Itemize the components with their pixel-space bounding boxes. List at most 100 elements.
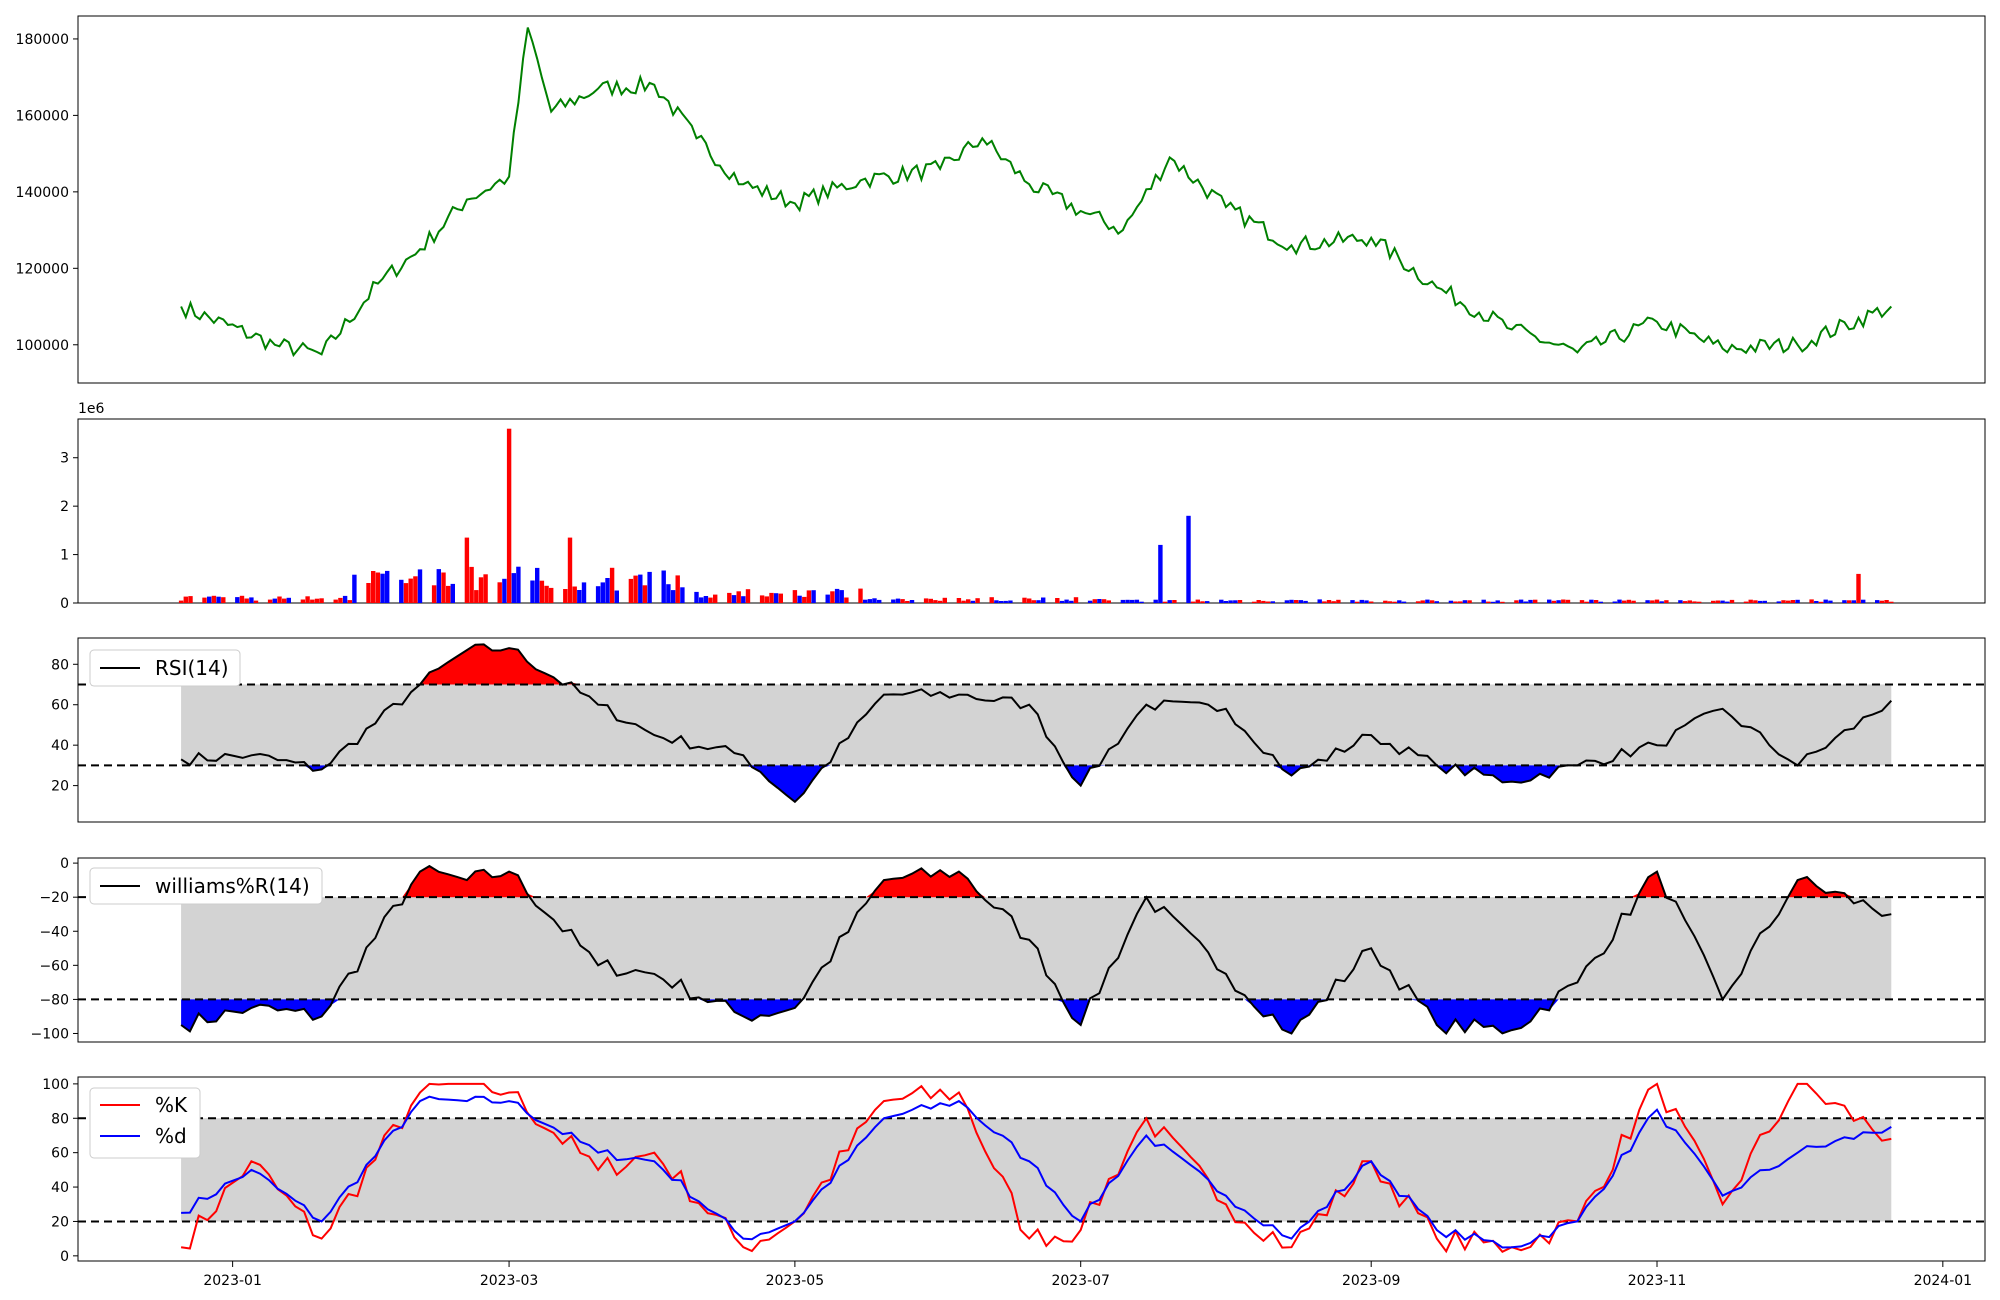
volume-bar — [745, 589, 751, 603]
rsi-panel: 20 40 60 80 RSI(14) — [51, 637, 1986, 823]
volume-bar — [1022, 597, 1027, 603]
stochastic-legend-label: %K — [155, 1093, 188, 1117]
volume-bar — [703, 596, 709, 603]
volume-bar — [567, 537, 573, 603]
volume-bar — [741, 596, 746, 603]
volume-bar — [1528, 599, 1533, 603]
volume-bar — [1514, 600, 1519, 603]
volume-bar — [497, 582, 502, 603]
volume-bar — [544, 585, 549, 603]
volume-bar — [764, 596, 769, 603]
volume-bar — [1650, 600, 1655, 603]
rsi-oversold-fill — [181, 765, 1892, 802]
volume-bar — [178, 600, 184, 603]
volume-bar — [956, 598, 962, 603]
volume-bar — [1856, 573, 1861, 603]
volume-bar — [1776, 601, 1781, 603]
stochastic-frame — [77, 1076, 1986, 1262]
volume-bar — [1036, 600, 1041, 603]
volume-bar — [1851, 600, 1856, 603]
rsi-ytick-label: 80 — [51, 657, 69, 673]
volume-bar — [535, 567, 540, 603]
williams-ytick-label: −20 — [39, 890, 69, 906]
volume-bar — [446, 585, 451, 603]
volume-bar — [1711, 600, 1716, 603]
volume-bar — [399, 579, 404, 603]
volume-bar — [1172, 600, 1177, 603]
volume-bar — [1008, 600, 1013, 603]
volume-bar — [769, 592, 774, 603]
rsi-band — [181, 684, 1892, 766]
stochastic-legend-label: %d — [155, 1124, 187, 1148]
volume-bar — [1490, 601, 1496, 603]
volume-bar — [347, 600, 352, 603]
volume-bar — [338, 597, 343, 603]
volume-bar — [773, 593, 779, 603]
volume-bar — [909, 600, 915, 603]
volume-bar — [221, 597, 226, 603]
volume-bar — [863, 599, 868, 603]
volume-bar — [1725, 601, 1730, 603]
stochastic-ytick-label: 0 — [60, 1249, 69, 1265]
rsi-legend-label: RSI(14) — [155, 656, 229, 680]
volume-bar — [970, 600, 976, 603]
volume-bar — [1106, 600, 1111, 603]
volume-bar — [1331, 601, 1336, 603]
volume-bar — [1523, 601, 1528, 603]
rsi-ytick-label: 20 — [51, 779, 69, 795]
volume-bar — [923, 598, 929, 603]
volume-bar — [998, 601, 1004, 603]
volume-bar — [1654, 599, 1660, 603]
williams-r-panel: 0 −20 −40 −60 −80 −100 williams%R(14) — [31, 856, 1986, 1043]
williams-legend-box — [89, 867, 323, 905]
price-ytick-label: 120000 — [16, 261, 69, 277]
williams-ytick-label: −80 — [39, 992, 69, 1008]
volume-bar — [675, 575, 680, 603]
volume-bar — [1415, 601, 1421, 603]
williams-legend-label: williams%R(14) — [155, 874, 310, 898]
volume-bar — [759, 595, 765, 603]
volume-bar — [1359, 599, 1364, 603]
volume-bar — [235, 597, 240, 603]
volume-bar — [1781, 600, 1786, 603]
volume-bar — [282, 598, 287, 603]
volume-bar — [1664, 600, 1669, 603]
volume-bar — [1294, 600, 1299, 603]
volume-bar — [731, 595, 737, 603]
volume-bar — [1879, 600, 1885, 603]
volume-bar — [333, 599, 338, 603]
volume-bar — [811, 590, 816, 603]
volume-bar — [1589, 599, 1594, 603]
stochastic-panel: 0 20 40 60 80 100 %K %d — [42, 1076, 1986, 1265]
volume-bar — [942, 597, 947, 603]
volume-bar — [371, 571, 376, 603]
volume-bar — [1593, 600, 1599, 603]
volume-bar — [792, 590, 798, 603]
volume-bar — [1743, 601, 1749, 603]
volume-bar — [666, 584, 671, 603]
volume-bar — [342, 595, 348, 603]
volume-bar — [872, 598, 877, 603]
volume-bar — [1458, 601, 1463, 603]
volume-bar — [806, 590, 812, 603]
volume-bar — [1059, 600, 1065, 603]
volume-ytick-label: 0 — [60, 596, 69, 612]
volume-bar — [441, 572, 446, 603]
volume-ytick-label: 3 — [60, 451, 69, 467]
volume-bar — [1828, 600, 1833, 603]
volume-bar — [1069, 600, 1074, 603]
volume-bar — [385, 570, 390, 603]
volume-bar — [994, 600, 999, 603]
volume-bar — [661, 570, 666, 603]
volume-bar — [1261, 600, 1266, 603]
volume-offset-text: 1e6 — [78, 401, 105, 417]
volume-bar — [1846, 600, 1852, 603]
volume-bar — [1861, 599, 1866, 603]
volume-bar — [277, 596, 282, 603]
volume-bar — [1795, 599, 1800, 603]
volume-bar — [900, 599, 905, 603]
volume-bar — [1420, 600, 1425, 603]
volume-bar — [1448, 600, 1454, 603]
volume-bar — [1434, 601, 1439, 603]
volume-bar — [1317, 599, 1322, 603]
